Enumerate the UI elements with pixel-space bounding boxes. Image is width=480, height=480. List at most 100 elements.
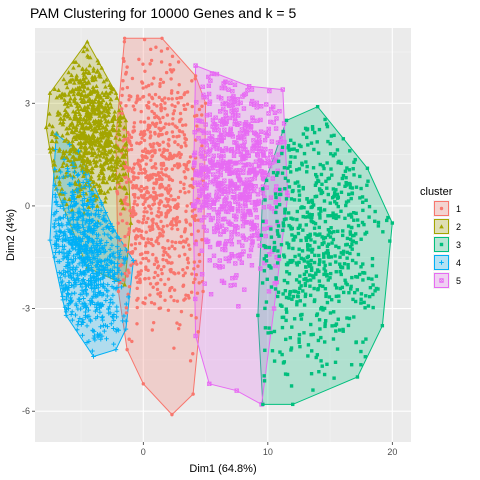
point-cluster-3	[308, 278, 313, 282]
point-cluster-1	[166, 277, 171, 281]
point-cluster-2	[106, 141, 112, 146]
point-cluster-1	[162, 204, 166, 208]
point-cluster-4	[94, 282, 99, 288]
point-cluster-5	[263, 233, 268, 239]
point-cluster-2	[97, 113, 102, 118]
point-cluster-2	[94, 83, 99, 89]
point-cluster-2	[87, 55, 93, 60]
point-cluster-1	[184, 240, 188, 244]
point-cluster-1	[131, 186, 135, 190]
point-cluster-3	[339, 265, 344, 270]
point-cluster-3	[323, 269, 328, 273]
point-cluster-2	[111, 122, 116, 127]
point-cluster-5	[209, 71, 215, 76]
point-cluster-4	[65, 173, 71, 179]
point-cluster-3	[350, 186, 354, 190]
point-cluster-2	[91, 66, 96, 71]
point-cluster-3	[309, 322, 313, 327]
point-cluster-4	[114, 277, 120, 282]
point-cluster-3	[357, 272, 362, 277]
point-cluster-3	[282, 255, 287, 259]
point-cluster-3	[277, 234, 281, 238]
point-cluster-4	[67, 142, 72, 147]
point-cluster-2	[93, 163, 98, 168]
point-cluster-1	[176, 195, 181, 200]
point-cluster-1	[175, 227, 180, 232]
point-cluster-2	[90, 132, 96, 137]
point-cluster-1	[170, 70, 174, 74]
point-cluster-1	[178, 118, 182, 122]
point-cluster-3	[331, 237, 336, 242]
point-cluster-3	[344, 200, 349, 204]
point-cluster-4	[116, 267, 122, 273]
point-cluster-1	[190, 104, 194, 109]
point-cluster-4	[71, 253, 76, 259]
point-cluster-1	[165, 130, 169, 135]
point-cluster-1	[175, 202, 180, 207]
point-cluster-1	[143, 171, 147, 175]
point-cluster-5	[266, 289, 272, 294]
point-cluster-3	[326, 278, 330, 282]
point-cluster-5	[210, 165, 216, 171]
point-cluster-3	[330, 324, 334, 328]
point-cluster-5	[235, 225, 240, 230]
point-cluster-4	[81, 225, 86, 230]
point-cluster-3	[346, 263, 350, 267]
point-cluster-1	[194, 273, 199, 277]
point-cluster-5	[223, 256, 228, 261]
point-cluster-3	[261, 402, 265, 407]
point-cluster-1	[152, 262, 157, 267]
point-cluster-2	[102, 92, 107, 97]
point-cluster-1	[175, 321, 179, 325]
point-cluster-2	[76, 63, 82, 68]
point-cluster-2	[116, 108, 122, 113]
point-cluster-1	[116, 289, 121, 294]
point-cluster-3	[277, 254, 281, 258]
point-cluster-2	[82, 185, 88, 190]
point-cluster-4	[85, 254, 90, 259]
point-cluster-5	[199, 272, 205, 277]
point-cluster-1	[131, 205, 135, 210]
point-cluster-3	[329, 255, 333, 259]
point-cluster-3	[276, 171, 280, 175]
point-cluster-1	[127, 133, 131, 137]
point-cluster-1	[132, 171, 136, 175]
point-cluster-2	[123, 118, 129, 123]
point-cluster-3	[313, 240, 317, 244]
point-cluster-4	[67, 249, 73, 255]
point-cluster-5	[257, 243, 263, 248]
point-cluster-3	[364, 230, 369, 235]
point-cluster-1	[144, 220, 149, 225]
point-cluster-4	[96, 214, 102, 220]
point-cluster-5	[247, 253, 252, 259]
point-cluster-1	[123, 198, 127, 202]
point-cluster-3	[275, 229, 280, 233]
point-cluster-3	[322, 166, 326, 171]
point-cluster-1	[177, 240, 182, 245]
point-cluster-1	[121, 278, 126, 282]
point-cluster-2	[67, 148, 73, 154]
point-cluster-1	[141, 86, 145, 90]
point-cluster-3	[373, 289, 377, 293]
point-cluster-4	[84, 218, 90, 224]
point-cluster-3	[295, 180, 300, 184]
point-cluster-3	[355, 218, 360, 222]
point-cluster-3	[385, 218, 389, 223]
point-cluster-2	[120, 172, 126, 177]
point-cluster-3	[298, 225, 302, 229]
point-cluster-1	[185, 266, 190, 270]
point-cluster-3	[358, 174, 362, 179]
point-cluster-4	[57, 227, 63, 233]
point-cluster-3	[348, 185, 353, 190]
point-cluster-3	[305, 170, 309, 174]
point-cluster-3	[344, 203, 348, 208]
point-cluster-5	[191, 163, 197, 168]
point-cluster-2	[120, 206, 126, 211]
point-cluster-2	[57, 179, 62, 184]
point-cluster-1	[124, 70, 129, 75]
point-cluster-2	[75, 122, 80, 127]
point-cluster-3	[289, 197, 294, 201]
point-cluster-5	[201, 130, 207, 136]
point-cluster-1	[131, 104, 136, 108]
point-cluster-4	[103, 218, 109, 224]
